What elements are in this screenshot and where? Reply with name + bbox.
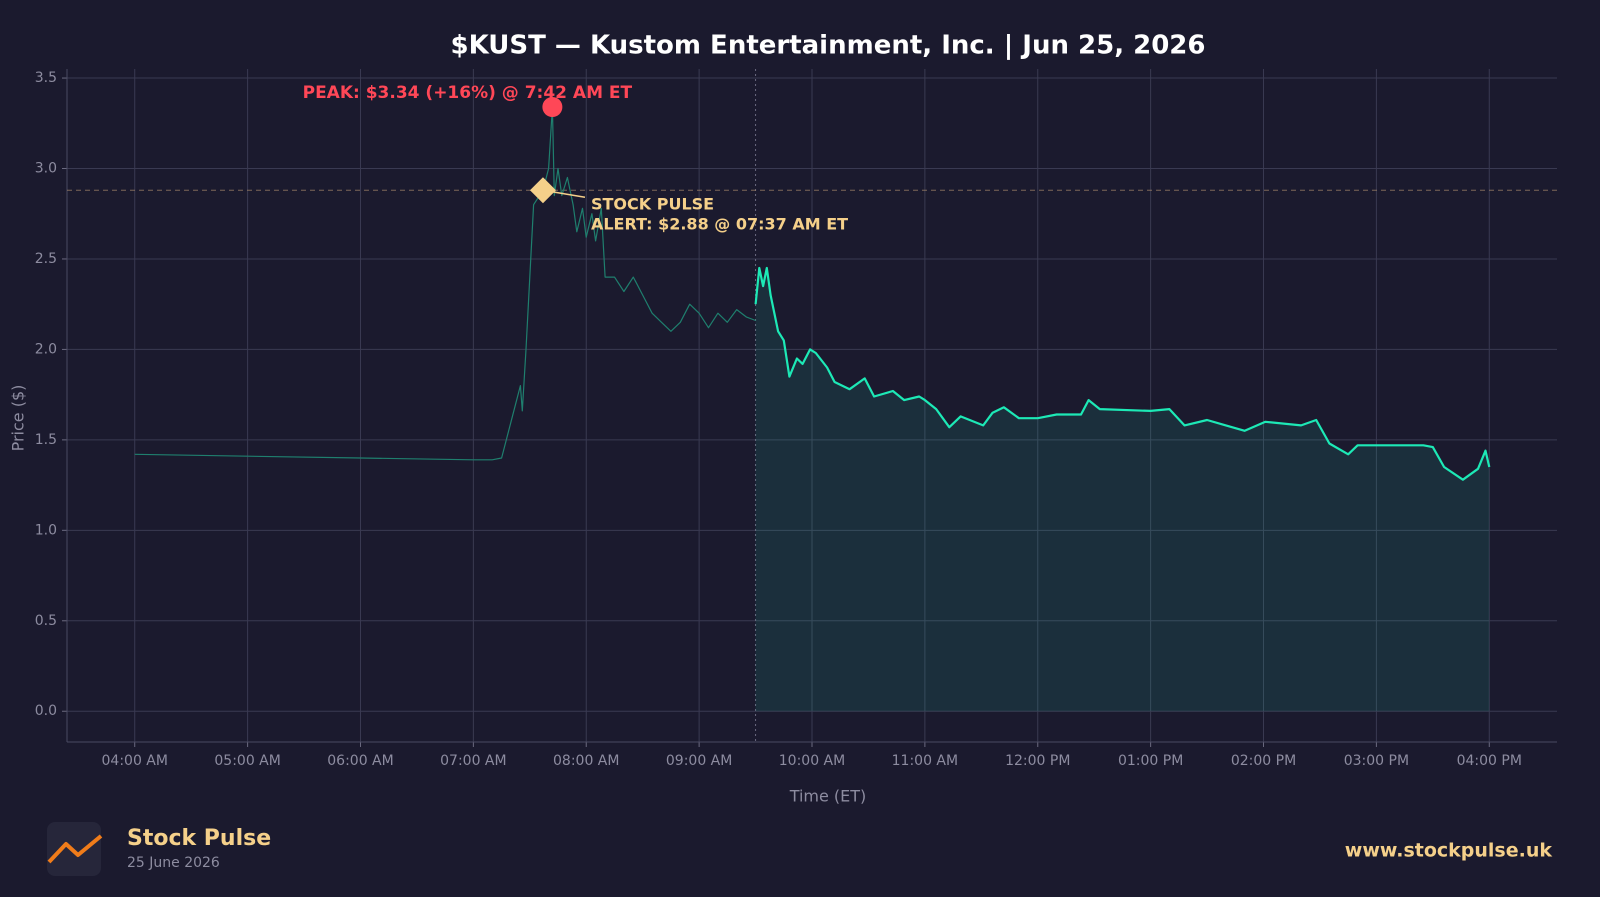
y-tick-label: 1.5: [35, 432, 57, 448]
x-tick-label: 06:00 AM: [327, 753, 393, 769]
x-tick-label: 01:00 PM: [1118, 753, 1183, 769]
x-tick-label: 05:00 AM: [214, 753, 280, 769]
area: [755, 268, 1490, 712]
logo: [47, 822, 103, 876]
x-tick-label: 02:00 PM: [1231, 753, 1296, 769]
x-tick-label: 07:00 AM: [440, 753, 506, 769]
brand-date: 25 June 2026: [127, 855, 220, 871]
price-line: [754, 266, 1491, 481]
alert-label: STOCK PULSE: [591, 195, 714, 214]
peak-marker: [542, 96, 563, 117]
x-tick-label: 04:00 PM: [1457, 753, 1522, 769]
alert-marker: [529, 177, 556, 204]
y-tick-label: 2.0: [35, 341, 57, 357]
x-tick-label: 08:00 AM: [553, 753, 619, 769]
chart-title: $KUST — Kustom Entertainment, Inc. | Jun…: [450, 31, 1205, 61]
website: www.stockpulse.uk: [1345, 840, 1553, 862]
x-tick-label: 11:00 AM: [892, 753, 958, 769]
x-tick-label: 12:00 PM: [1005, 753, 1070, 769]
x-tick-label: 10:00 AM: [779, 753, 845, 769]
x-tick-label: 09:00 AM: [666, 753, 732, 769]
x-tick-label: 04:00 AM: [102, 753, 168, 769]
y-tick-label: 3.0: [35, 161, 57, 177]
y-tick-label: 2.5: [35, 251, 57, 267]
y-tick-label: 0.0: [35, 703, 57, 719]
alert-label: ALERT: $2.88 @ 07:37 AM ET: [591, 215, 848, 234]
y-axis-label: Price ($): [9, 385, 28, 452]
peak-label: PEAK: $3.34 (+16%) @ 7:42 AM ET: [303, 83, 633, 103]
y-tick-label: 3.5: [35, 70, 57, 86]
brand-name: Stock Pulse: [127, 826, 271, 851]
x-axis-label: Time (ET): [789, 787, 867, 806]
y-tick-label: 0.5: [35, 613, 57, 629]
price-line: [134, 106, 756, 461]
y-tick-label: 1.0: [35, 522, 57, 538]
x-tick-label: 03:00 PM: [1344, 753, 1409, 769]
